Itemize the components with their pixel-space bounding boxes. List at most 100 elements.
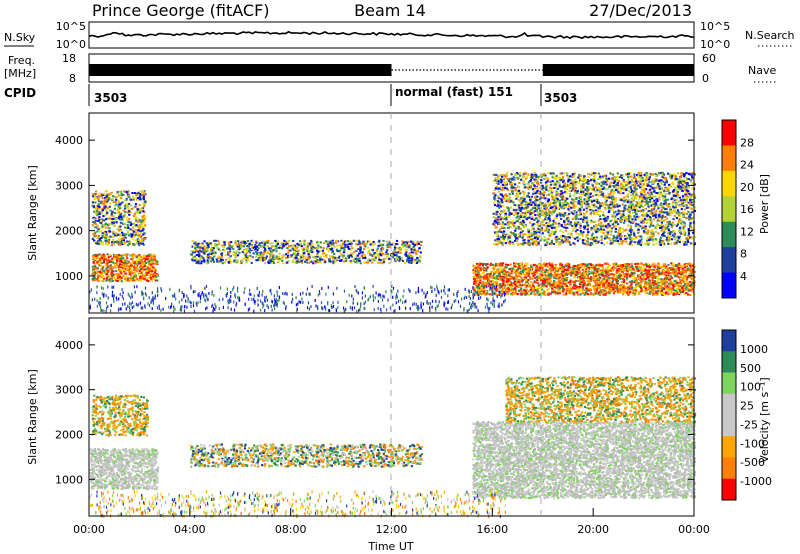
power-echo-2-664 bbox=[416, 260, 419, 263]
power-echo-0-554 bbox=[92, 272, 95, 275]
power-echo-3-1763 bbox=[638, 285, 641, 288]
power-echo-3-2315 bbox=[579, 277, 582, 280]
power-echo-3-2177 bbox=[633, 272, 636, 275]
power-echo-2-704 bbox=[297, 252, 300, 255]
power-echo-2-1022 bbox=[269, 252, 273, 255]
power-echo-3-368 bbox=[553, 289, 556, 292]
power-echo-3-2031 bbox=[653, 283, 656, 286]
power-echo-1-480 bbox=[91, 204, 94, 207]
power-echo-0-588 bbox=[148, 258, 151, 261]
power-echo-3-1789 bbox=[667, 293, 670, 296]
power-echo-3-2016 bbox=[619, 268, 622, 271]
power-echo-1-377 bbox=[141, 219, 144, 222]
power-echo-1-90 bbox=[106, 226, 109, 229]
power-echo-4-239 bbox=[602, 232, 605, 235]
power-echo-1-265 bbox=[143, 220, 146, 223]
power-echo-1-3 bbox=[97, 200, 100, 203]
power-echo-2-365 bbox=[416, 250, 419, 253]
power-echo-2-1013 bbox=[204, 248, 207, 251]
power-echo-2-142 bbox=[235, 255, 238, 257]
power-echo-3-1483 bbox=[545, 269, 548, 272]
power-echo-1-167 bbox=[103, 207, 106, 210]
power-echo-3-59 bbox=[590, 266, 593, 269]
power-echo-2-1006 bbox=[419, 255, 422, 258]
power-echo-3-98 bbox=[588, 264, 591, 267]
power-echo-3-907 bbox=[599, 276, 602, 279]
power-echo-0-442 bbox=[119, 263, 122, 266]
power-echo-2-657 bbox=[240, 260, 243, 263]
power-echo-3-221 bbox=[493, 283, 496, 286]
power-echo-3-2005 bbox=[675, 271, 678, 274]
power-echo-2-1000 bbox=[347, 254, 350, 257]
power-echo-3-868 bbox=[685, 288, 688, 291]
power-echo-3-27 bbox=[502, 279, 505, 281]
power-echo-3-2110 bbox=[638, 276, 641, 279]
power-echo-3-1996 bbox=[571, 271, 574, 274]
power-echo-3-537 bbox=[538, 290, 541, 293]
power-echo-3-2166 bbox=[625, 265, 628, 268]
power-echo-4-247 bbox=[550, 213, 554, 216]
power-echo-2-985 bbox=[372, 254, 375, 257]
power-echo-3-1667 bbox=[565, 265, 568, 268]
power-echo-0-66 bbox=[133, 267, 137, 270]
power-echo-1-491 bbox=[100, 219, 103, 222]
power-echo-2-545 bbox=[308, 242, 311, 245]
power-echo-1-458 bbox=[115, 221, 118, 224]
power-echo-2-878 bbox=[193, 255, 196, 258]
power-echo-0-88 bbox=[145, 265, 148, 268]
power-echo-2-956 bbox=[364, 245, 367, 248]
nave-right-tick-bottom: 0 bbox=[702, 72, 709, 85]
power-echo-3-25 bbox=[687, 293, 690, 296]
power-echo-3-690 bbox=[583, 265, 586, 268]
power-echo-3-1998 bbox=[621, 264, 624, 266]
power-echo-1-435 bbox=[127, 226, 130, 229]
power-echo-3-698 bbox=[486, 283, 489, 285]
power-echo-1-308 bbox=[132, 223, 135, 226]
power-echo-2-624 bbox=[401, 260, 405, 262]
power-echo-3-2170 bbox=[492, 270, 495, 272]
power-echo-1-31 bbox=[127, 189, 130, 192]
power-echo-3-2044 bbox=[545, 285, 548, 288]
power-echo-3-668 bbox=[630, 281, 633, 284]
power-echo-2-895 bbox=[393, 248, 396, 251]
power-echo-1-229 bbox=[138, 219, 141, 222]
power-echo-1-277 bbox=[100, 212, 103, 215]
power-echo-1-550 bbox=[112, 224, 115, 227]
power-echo-2-640 bbox=[358, 252, 361, 255]
power-echo-2-412 bbox=[199, 247, 202, 250]
power-echo-0-462 bbox=[121, 275, 125, 278]
power-echo-1-137 bbox=[98, 218, 101, 221]
power-echo-0-582 bbox=[100, 264, 103, 267]
power-echo-2-917 bbox=[359, 242, 362, 245]
power-echo-0-530 bbox=[147, 268, 150, 271]
power-echo-3-610 bbox=[575, 265, 578, 267]
power-echo-0-536 bbox=[139, 275, 142, 278]
power-echo-2-929 bbox=[227, 246, 230, 249]
power-echo-3-2211 bbox=[635, 280, 638, 283]
power-echo-2-88 bbox=[343, 260, 346, 263]
power-echo-3-1320 bbox=[524, 262, 527, 265]
power-echo-3-2336 bbox=[587, 266, 590, 269]
power-echo-3-2269 bbox=[619, 264, 622, 267]
power-echo-3-1756 bbox=[508, 272, 511, 275]
power-echo-2-499 bbox=[336, 244, 339, 247]
power-echo-1-522 bbox=[119, 233, 122, 236]
power-echo-3-1805 bbox=[602, 284, 605, 287]
power-echo-2-836 bbox=[411, 242, 414, 245]
power-echo-2-777 bbox=[208, 258, 211, 261]
power-echo-0-557 bbox=[98, 256, 101, 259]
power-echo-2-826 bbox=[227, 241, 231, 244]
power-echo-2-173 bbox=[360, 251, 363, 254]
power-echo-3-1683 bbox=[618, 285, 621, 288]
power-echo-3-2156 bbox=[555, 282, 558, 285]
power-echo-2-18 bbox=[396, 243, 399, 246]
power-echo-0-242 bbox=[133, 269, 136, 272]
power-echo-1-574 bbox=[127, 202, 131, 205]
power-echo-2-523 bbox=[209, 256, 212, 258]
power-echo-3-960 bbox=[536, 293, 539, 296]
power-echo-3-1190 bbox=[588, 272, 591, 275]
power-echo-3-2334 bbox=[527, 268, 530, 271]
power-echo-1-311 bbox=[138, 235, 141, 238]
power-echo-3-214 bbox=[602, 271, 605, 274]
power-echo-2-236 bbox=[418, 259, 421, 262]
